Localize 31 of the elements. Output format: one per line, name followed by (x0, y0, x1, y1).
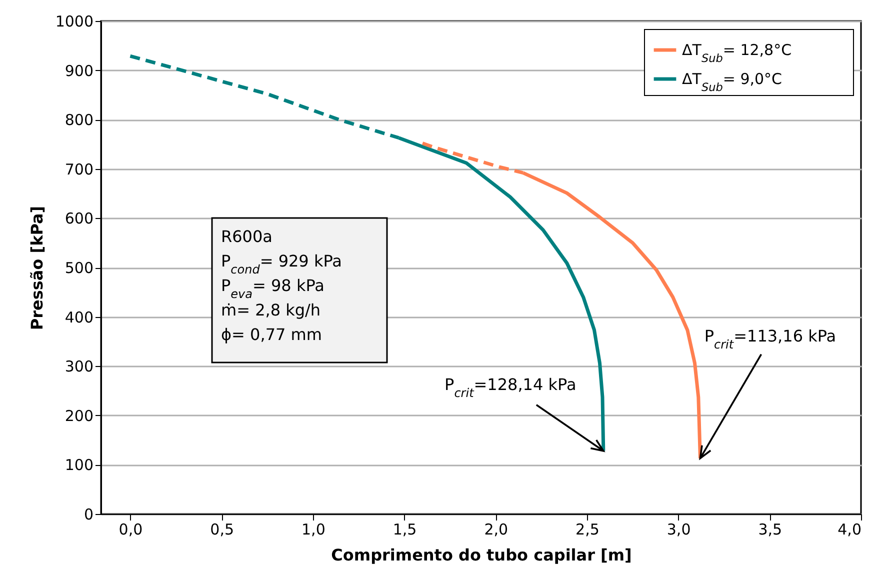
y-tick-label: 400 (64, 308, 94, 326)
x-tick-label: 2,0 (484, 520, 508, 538)
legend-label: ΔT$_{Sub}$= 9,0°C (682, 70, 782, 94)
x-tick-label: 4,0 (838, 520, 862, 538)
x-tick-label: 3,5 (758, 520, 782, 538)
annotation: P$_{eva}$= 98 kPa (221, 276, 324, 301)
legend-label: ΔT$_{Sub}$= 12,8°C (682, 41, 792, 64)
y-tick-label: 1000 (55, 12, 94, 30)
y-tick-label: 500 (64, 259, 94, 277)
y-tick-label: 700 (64, 160, 94, 178)
annotation: P$_{crit}$=128,14 kPa (444, 374, 576, 400)
y-tick-label: 800 (64, 111, 94, 130)
x-tick-label: 2,5 (576, 520, 600, 538)
y-tick-label: 100 (64, 456, 94, 474)
x-axis-title: Comprimento do tubo capilar [m] (331, 546, 632, 564)
annotation: ϕ= 0,77 mm (221, 325, 322, 344)
x-tick-label: 0,5 (210, 520, 234, 538)
y-tick-label: 200 (64, 406, 94, 425)
y-tick-label: 0 (84, 506, 94, 524)
x-tick-label: 1,5 (392, 520, 417, 538)
annotation: P$_{crit}$=113,16 kPa (704, 326, 836, 352)
x-tick-label: 1,0 (301, 520, 326, 538)
y-tick-label: 300 (64, 358, 94, 376)
y-tick-label: 900 (64, 62, 94, 80)
y-axis-title: Pressão [kPa] (27, 206, 46, 330)
x-tick-label: 3,0 (666, 520, 691, 538)
annotation: R600a (221, 227, 272, 246)
annotation: P$_{cond}$= 929 kPa (221, 252, 342, 276)
y-tick-label: 600 (64, 210, 94, 228)
x-tick-label: 0,0 (118, 520, 143, 538)
annotation: ṁ= 2,8 kg/h (221, 300, 321, 320)
